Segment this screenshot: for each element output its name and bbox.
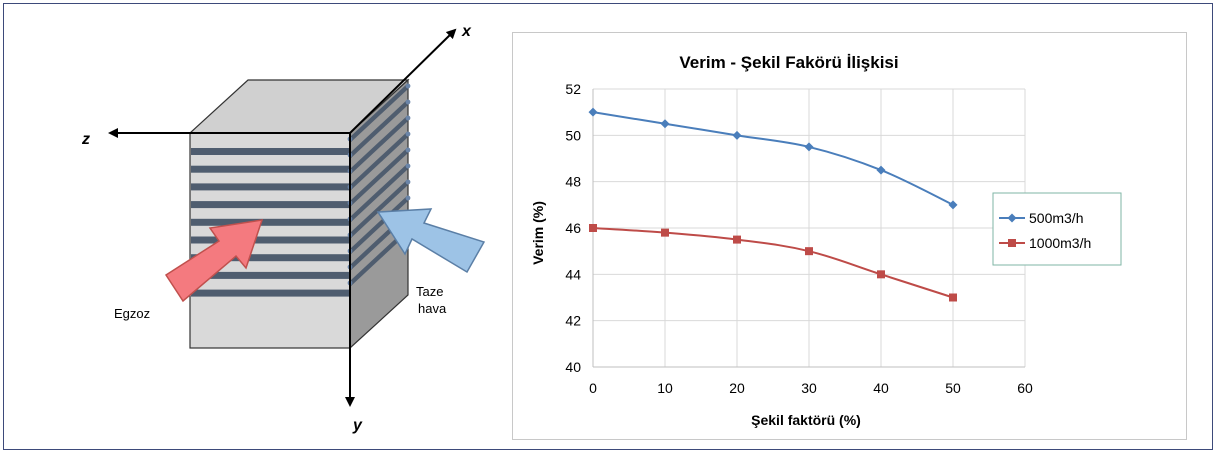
- exhaust-label: Egzoz: [114, 306, 150, 321]
- plate-edge: [405, 83, 411, 89]
- plate-edge: [405, 131, 411, 137]
- x-axis-label: x: [461, 23, 472, 40]
- plate-edge: [405, 163, 411, 169]
- side-plate: [351, 179, 408, 238]
- series-0: [588, 107, 958, 210]
- front-plate: [191, 271, 349, 279]
- fresh-air-label-line2: hava: [418, 301, 447, 316]
- plate-edge: [405, 99, 411, 105]
- side-plate: [351, 227, 408, 286]
- y-axis-title: Verim (%): [530, 201, 546, 265]
- fresh-air-arrow: [376, 208, 486, 274]
- heat-exchanger-diagram: z x y Egzoz Taze hava: [81, 23, 486, 434]
- y-tick-label: 40: [565, 359, 581, 375]
- data-point: [661, 228, 669, 237]
- front-plate: [191, 165, 349, 173]
- fresh-air-label-line1: Taze: [416, 284, 443, 299]
- side-plate: [351, 83, 408, 142]
- efficiency-chart: Verim - Şekil Fakörü İlişkisi 40 42 44 46 48…: [530, 53, 1122, 428]
- plate-edge: [405, 195, 411, 201]
- y-tick-label: 48: [565, 174, 581, 190]
- data-point: [589, 224, 597, 232]
- y-tick-label: 52: [565, 81, 581, 97]
- front-plate: [191, 289, 349, 297]
- data-point: [877, 270, 885, 279]
- front-plate: [191, 236, 349, 244]
- legend-entry: 500m3/h: [999, 210, 1083, 226]
- legend-entry: 1000m3/h: [999, 235, 1091, 251]
- z-axis-label: z: [81, 131, 90, 148]
- x-tick-label: 10: [657, 380, 673, 396]
- data-point: [733, 235, 741, 244]
- legend-label: 500m3/h: [1029, 210, 1083, 226]
- legend-box: [992, 192, 1122, 266]
- y-tick-label: 46: [565, 220, 581, 236]
- data-point: [805, 247, 813, 256]
- x-tick-label: 0: [589, 380, 597, 396]
- y-tick-label: 42: [565, 313, 581, 329]
- plate-edge: [405, 147, 411, 153]
- front-plate: [191, 148, 349, 155]
- data-point: [804, 142, 814, 152]
- front-plate-stripes: [191, 148, 349, 297]
- data-point: [876, 165, 886, 175]
- x-axis-line: [349, 28, 457, 134]
- x-tick-label: 20: [729, 380, 745, 396]
- y-tick-label: 50: [565, 127, 581, 143]
- side-plate-stripes: [347, 83, 411, 286]
- y-axis-label: y: [352, 417, 363, 434]
- series-line: [592, 227, 954, 299]
- x-tick-label: 60: [1017, 380, 1033, 396]
- chart-title: Verim - Şekil Fakörü İlişkisi: [679, 53, 898, 72]
- front-plate: [191, 218, 349, 226]
- data-point: [949, 293, 957, 302]
- side-plate: [351, 99, 408, 158]
- side-plate: [351, 163, 408, 222]
- series-1: [589, 224, 957, 302]
- chart-series: [588, 107, 958, 302]
- series-line: [592, 111, 954, 206]
- chart-gridlines: [592, 88, 1026, 368]
- chart-container: Verim - Şekil Fakörü İlişkisi 40 42 44 46 48…: [512, 32, 1187, 440]
- side-plate: [351, 131, 408, 190]
- legend-label: 1000m3/h: [1029, 235, 1091, 251]
- data-point: [732, 130, 742, 140]
- data-point: [948, 200, 958, 210]
- side-plate: [351, 147, 408, 206]
- legend: 500m3/h 1000m3/h: [999, 210, 1091, 251]
- x-tick-label: 30: [801, 380, 817, 396]
- legend-marker: [1008, 239, 1016, 247]
- plate-edge: [405, 179, 411, 185]
- y-tick-label: 44: [565, 266, 581, 282]
- x-axis-title: Şekil faktörü (%): [751, 412, 861, 428]
- y-tick-labels: 40 42 44 46 48 50 52: [565, 81, 581, 375]
- side-plate: [351, 195, 408, 254]
- legend-marker: [1007, 213, 1017, 223]
- data-point: [660, 119, 670, 129]
- front-plate: [191, 201, 349, 209]
- data-point: [588, 107, 598, 117]
- x-tick-labels: 0 10 20 30 40 50 60: [589, 380, 1033, 396]
- x-tick-label: 50: [945, 380, 961, 396]
- exhaust-arrow: [164, 219, 264, 303]
- x-tick-label: 40: [873, 380, 889, 396]
- plate-edge: [405, 115, 411, 121]
- front-plate: [191, 254, 349, 262]
- side-plate: [351, 115, 408, 174]
- front-plate: [191, 183, 349, 191]
